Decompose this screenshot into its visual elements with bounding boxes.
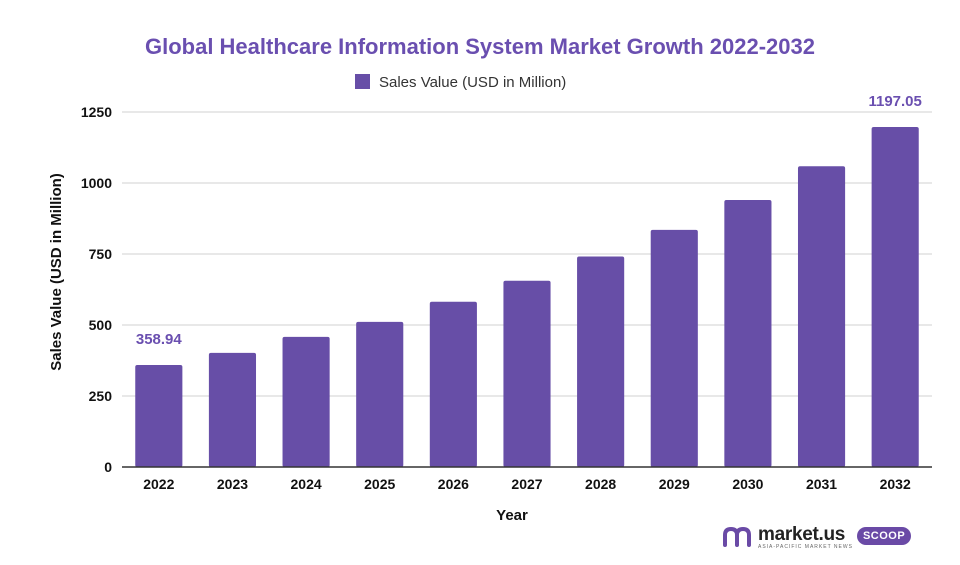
bar-2022 [135, 365, 183, 467]
x-tick-label: 2023 [217, 476, 248, 492]
y-axis-ticks: 0 250 500 750 1000 1250 [81, 104, 112, 475]
x-tick-label: 2025 [364, 476, 395, 492]
bar-2028 [577, 256, 625, 467]
bar-2024 [282, 336, 330, 467]
legend-swatch [355, 74, 370, 89]
market-us-logo-icon [723, 526, 751, 547]
bar-2026 [429, 301, 477, 467]
x-tick-label: 2029 [659, 476, 690, 492]
x-tick-label: 2022 [143, 476, 174, 492]
y-tick-label: 0 [104, 459, 112, 475]
y-tick-label: 1250 [81, 104, 112, 120]
brand-badge: SCOOP [856, 527, 912, 545]
x-tick-label: 2024 [291, 476, 322, 492]
x-tick-label: 2026 [438, 476, 469, 492]
y-tick-label: 500 [89, 317, 113, 333]
x-axis-ticks: 2022 2023 2024 2025 2026 2027 2028 2029 2030 2031… [143, 476, 911, 492]
brand-logo: market.us ASIA-PACIFIC MARKET NEWS SCOOP [722, 523, 912, 551]
bar-2029 [650, 229, 698, 467]
data-labels: 358.94 1197.05 [136, 93, 922, 348]
x-tick-label: 2030 [732, 476, 763, 492]
bars [135, 127, 919, 468]
x-tick-label: 2032 [880, 476, 911, 492]
legend: Sales Value (USD in Million) [355, 74, 566, 91]
data-label-2022: 358.94 [136, 331, 183, 348]
bar-2027 [503, 280, 551, 467]
x-tick-label: 2028 [585, 476, 616, 492]
brand-tagline: ASIA-PACIFIC MARKET NEWS [758, 543, 853, 550]
gridlines [122, 111, 932, 397]
y-tick-label: 750 [89, 246, 113, 262]
x-tick-label: 2031 [806, 476, 837, 492]
legend-label: Sales Value (USD in Million) [379, 74, 566, 91]
y-axis-title: Sales Value (USD in Million) [48, 173, 65, 371]
x-tick-label: 2027 [511, 476, 542, 492]
bar-2031 [797, 166, 846, 467]
chart-title: Global Healthcare Information System Mar… [145, 34, 815, 59]
bar-2023 [208, 352, 257, 467]
bar-2025 [356, 321, 404, 467]
y-tick-label: 250 [89, 388, 113, 404]
data-label-2032: 1197.05 [868, 93, 921, 110]
x-axis-title: Year [496, 507, 528, 524]
brand-name: market.us [758, 523, 846, 545]
y-tick-label: 1000 [81, 175, 112, 191]
bar-2032 [871, 127, 919, 467]
bar-2030 [724, 200, 772, 468]
